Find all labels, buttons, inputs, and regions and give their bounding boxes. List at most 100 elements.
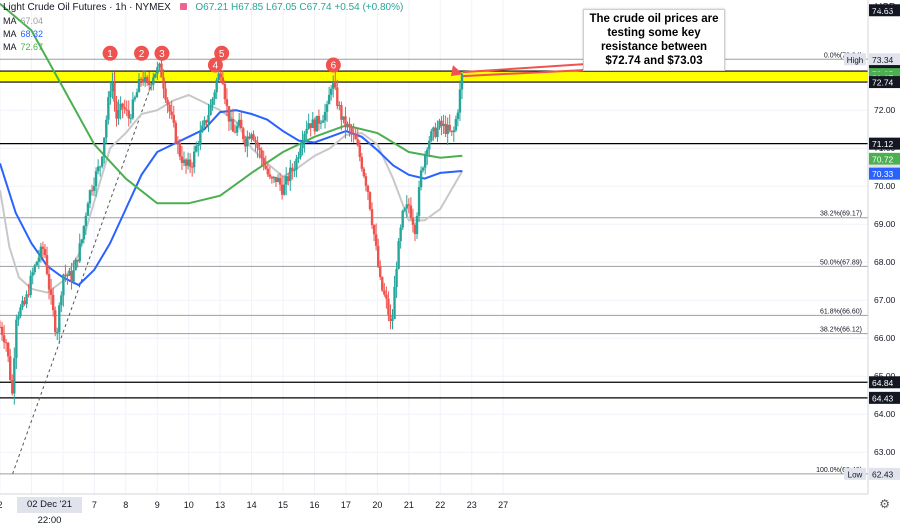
candle-down [0, 326, 4, 336]
price-tick-label: 67.00 [874, 295, 896, 305]
price-tag: Low [848, 470, 863, 479]
candle-up [119, 103, 122, 110]
candle-up [29, 275, 32, 295]
symbol-title: Light Crude Oil Futures · 1h · NYMEX [3, 2, 171, 13]
candle-up [78, 243, 81, 262]
candle-down [389, 314, 392, 322]
candle-up [454, 119, 458, 131]
ma-legend-2[interactable]: MA 68.32 [3, 29, 44, 39]
candle-down [76, 259, 79, 262]
candle-down [219, 73, 222, 78]
gear-icon[interactable]: ⚙ [879, 497, 890, 511]
candle-down [260, 150, 263, 158]
candle-up [56, 332, 59, 334]
price-label: 71.12 [872, 139, 894, 149]
price-chart[interactable]: 0.0%(73.34) 38.2%(69.17) 50.0%(67.89) 61.8%… [0, 0, 900, 514]
candle-down [356, 139, 359, 146]
candle-down [352, 132, 355, 135]
candle-up [86, 203, 90, 216]
candle-up [105, 119, 108, 138]
candle-up [135, 92, 139, 98]
ma-legend-1[interactable]: MA 67.04 [3, 16, 44, 26]
candle-up [301, 141, 304, 149]
candle-down [309, 123, 312, 128]
candle-down [387, 298, 390, 315]
candle-down [188, 159, 192, 167]
candle-up [327, 94, 331, 105]
candle-up [103, 137, 106, 157]
price-label-bg [869, 391, 900, 404]
price-tick-label: 72.00 [874, 105, 896, 115]
candle-up [117, 109, 120, 119]
candle-down [280, 184, 284, 195]
candle-up [111, 82, 114, 92]
candle-up [68, 270, 71, 276]
time-tick-label: 21 [404, 500, 414, 510]
candle-up [297, 156, 300, 159]
candle-down [266, 168, 269, 175]
candle-down [166, 99, 169, 105]
candle-up [199, 131, 202, 145]
time-tick-label: 16 [309, 500, 319, 510]
candle-down [115, 101, 118, 119]
candle-down [258, 147, 261, 151]
candle-up [403, 208, 406, 211]
candle-up [393, 286, 396, 320]
candle-up [158, 63, 161, 67]
candle-down [450, 130, 453, 133]
candle-down [334, 82, 337, 88]
candle-down [344, 116, 347, 128]
candle-down [242, 128, 245, 140]
candle-up [19, 307, 22, 317]
touch-marker-label: 1 [107, 49, 113, 60]
candle-down [268, 174, 272, 177]
touch-marker-label: 5 [219, 49, 225, 60]
time-tick-label: 20 [372, 500, 382, 510]
time-tick-label: 2 [0, 500, 3, 510]
candle-down [70, 270, 73, 282]
candle-up [133, 97, 137, 100]
candle-up [31, 272, 34, 276]
candle-down [413, 224, 417, 235]
candle-down [205, 120, 208, 123]
arrow-head [450, 65, 463, 77]
candle-up [17, 316, 20, 320]
price-tag-bg [844, 467, 866, 480]
candle-down [139, 79, 143, 81]
candle-down [381, 277, 384, 291]
candle-up [346, 123, 349, 128]
ohlc-readout: O67.21 H67.85 L67.05 C67.74 +0.54 (+0.80… [195, 2, 404, 13]
candle-up [432, 127, 435, 132]
candle-down [256, 142, 259, 148]
price-label: 62.43 [872, 469, 894, 479]
candle-down [278, 177, 282, 185]
time-tick-label: 13 [215, 500, 225, 510]
touch-marker [102, 45, 118, 61]
candle-up [21, 300, 24, 308]
price-label: 70.33 [872, 169, 894, 179]
price-label-bg [869, 137, 900, 150]
time-tick-label: 22 [435, 500, 445, 510]
candle-up [217, 73, 220, 81]
time-tick-label: 10 [184, 500, 194, 510]
candle-down [170, 111, 173, 115]
candle-up [207, 115, 210, 123]
candle-up [405, 204, 408, 209]
candle-down [4, 342, 8, 344]
candle-down [448, 124, 451, 131]
candle-down [45, 255, 49, 274]
currency-label[interactable]: USD [874, 2, 896, 13]
candle-up [74, 259, 77, 271]
candle-down [358, 145, 361, 157]
candle-up [154, 73, 157, 78]
candle-up [195, 145, 198, 152]
touch-marker-label: 6 [331, 61, 337, 72]
candle-up [235, 125, 239, 133]
candle-down [364, 176, 368, 186]
candle-up [213, 92, 216, 99]
candle-up [421, 167, 425, 171]
ma-legend-3[interactable]: MA 72.67 [3, 42, 44, 52]
candle-down [360, 156, 364, 169]
candle-up [58, 305, 61, 333]
candle-up [60, 295, 63, 306]
